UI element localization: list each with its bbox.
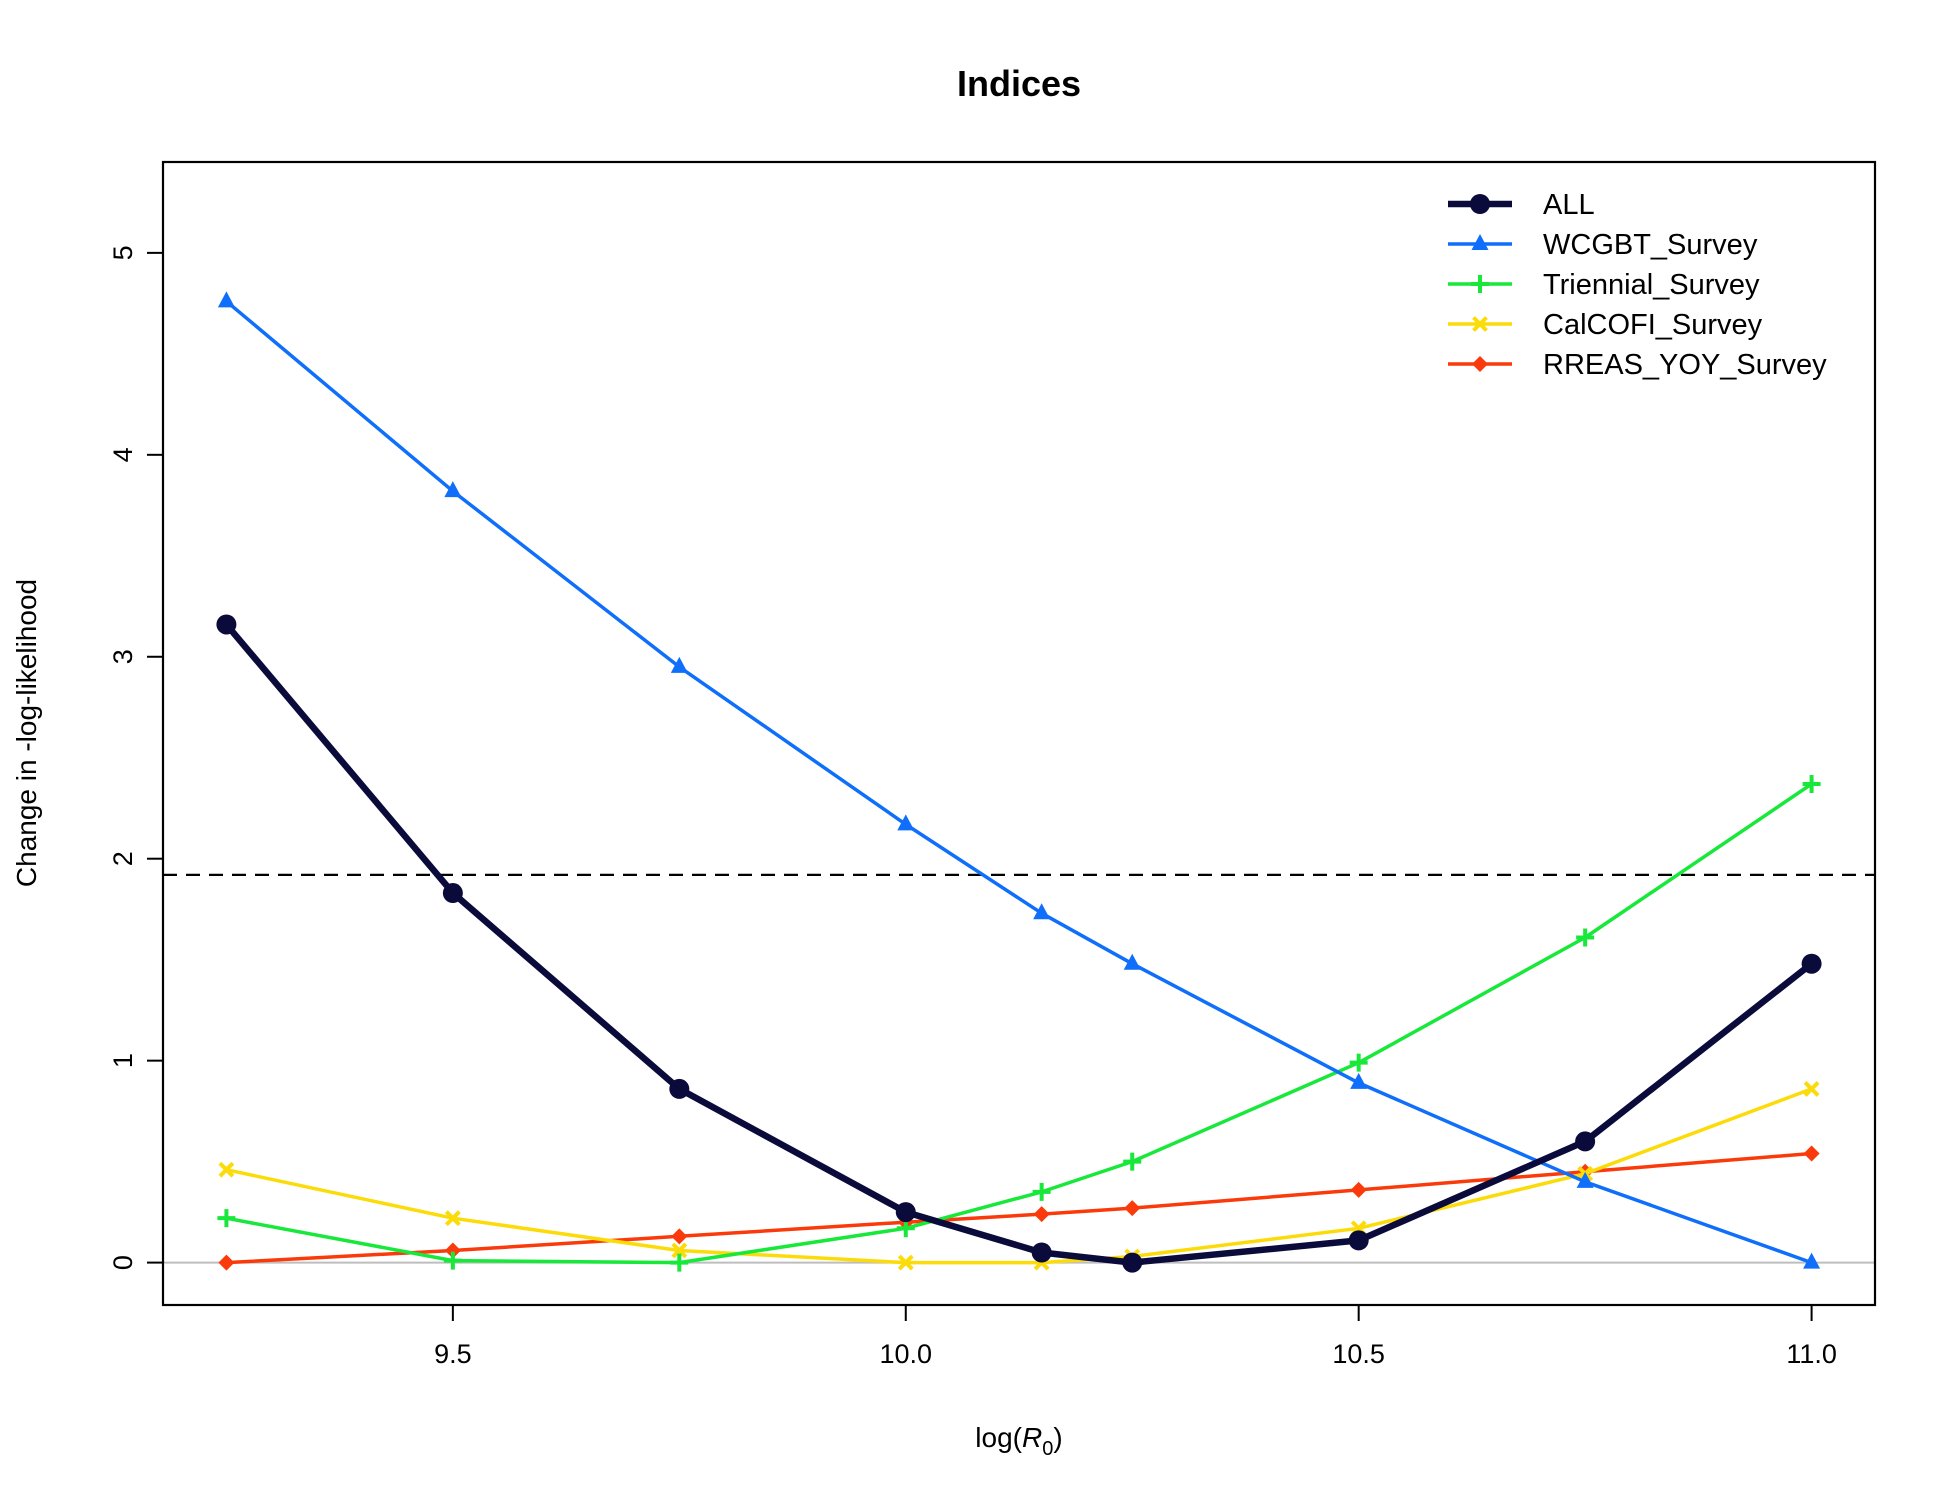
data-point [897, 1254, 914, 1271]
x-tick-label: 9.5 [434, 1339, 472, 1369]
y-tick-label: 2 [108, 851, 138, 866]
data-point [1348, 1230, 1369, 1251]
chart-title: Indices [957, 63, 1081, 104]
series-calcofi-survey [218, 1081, 1820, 1271]
data-point [218, 1254, 235, 1271]
data-point [1472, 356, 1488, 372]
data-point [444, 1242, 461, 1259]
reference-lines [163, 873, 1875, 1264]
data-point [1803, 1081, 1820, 1097]
y-tick-label: 4 [108, 447, 138, 462]
data-point [444, 1210, 461, 1227]
data-point [1033, 1206, 1050, 1223]
data-point [897, 814, 915, 831]
x-axis-label-sub: 0 [1042, 1438, 1053, 1460]
data-point [1350, 1181, 1367, 1198]
data-point [1471, 234, 1489, 250]
data-point [669, 1078, 690, 1099]
legend-label: Triennial_Survey [1543, 269, 1760, 301]
data-point [218, 1161, 235, 1178]
data-point [1576, 928, 1595, 947]
data-point [1033, 903, 1051, 920]
series-triennial-survey [217, 774, 1821, 1272]
legend-label: WCGBT_Survey [1543, 229, 1758, 261]
data-point [1471, 275, 1489, 293]
x-tick-label: 10.5 [1332, 1339, 1385, 1369]
x-axis-label-suffix: ) [1053, 1422, 1062, 1453]
data-point [670, 656, 688, 673]
x-tick-label: 10.0 [879, 1339, 932, 1369]
data-point [670, 1253, 689, 1272]
data-point [217, 291, 235, 308]
data-point [1123, 953, 1141, 970]
legend-item-rreas-yoy-survey: RREAS_YOY_Survey [1448, 349, 1827, 381]
x-axis-label-prefix: log( [975, 1422, 1022, 1453]
series-rreas-yoy-survey [218, 1145, 1820, 1271]
data-point [671, 1242, 688, 1259]
data-point [896, 1219, 915, 1238]
data-point [1123, 1152, 1142, 1171]
data-point [1576, 1171, 1594, 1188]
y-tick-label: 5 [108, 245, 138, 260]
data-point [671, 1228, 688, 1245]
data-point [1575, 1131, 1596, 1152]
x-axis-label: log(R0) [975, 1422, 1062, 1460]
legend: ALL WCGBT_Survey Triennial_Survey CalCOFI_S… [1448, 189, 1827, 381]
series-line-triennial-survey [226, 782, 1813, 1265]
legend-item-calcofi-survey: CalCOFI_Survey [1448, 309, 1763, 341]
data-point [895, 1202, 916, 1223]
data-point [443, 1251, 462, 1270]
data-point [1803, 1145, 1820, 1162]
x-axis: 9.5 10.0 10.5 11.0 [434, 1304, 1837, 1369]
y-tick-label: 3 [108, 649, 138, 664]
data-point [1801, 953, 1822, 974]
series-line-wcgbt-survey [225, 299, 1813, 1265]
series-layer [216, 291, 1822, 1273]
series-all [216, 614, 1822, 1273]
legend-item-triennial-survey: Triennial_Survey [1448, 269, 1760, 301]
legend-label: CalCOFI_Survey [1543, 309, 1763, 341]
data-point [1032, 1182, 1051, 1201]
legend-item-wcgbt-survey: WCGBT_Survey [1448, 229, 1758, 261]
data-point [216, 614, 237, 635]
data-point [217, 1209, 236, 1228]
data-point [1803, 1252, 1821, 1269]
data-point [1124, 1200, 1141, 1217]
series-wcgbt-survey [217, 291, 1821, 1269]
x-tick-label: 11.0 [1786, 1339, 1837, 1369]
data-point [1802, 774, 1821, 793]
data-point [1122, 1252, 1143, 1273]
data-point [1031, 1242, 1052, 1263]
y-axis: 0 1 2 3 4 5 [108, 245, 164, 1270]
x-axis-label-var: R [1022, 1422, 1042, 1453]
y-axis-label: Change in -log-likelihood [11, 579, 42, 887]
y-tick-label: 0 [108, 1255, 138, 1270]
legend-label: RREAS_YOY_Survey [1543, 349, 1827, 381]
y-tick-label: 1 [108, 1053, 138, 1068]
data-point [1472, 316, 1488, 332]
legend-label: ALL [1543, 189, 1595, 221]
legend-item-all: ALL [1448, 189, 1595, 221]
data-point [1349, 1053, 1368, 1072]
data-point [442, 883, 463, 904]
data-point [1470, 194, 1490, 214]
data-point [444, 481, 462, 498]
data-point [1350, 1072, 1368, 1089]
